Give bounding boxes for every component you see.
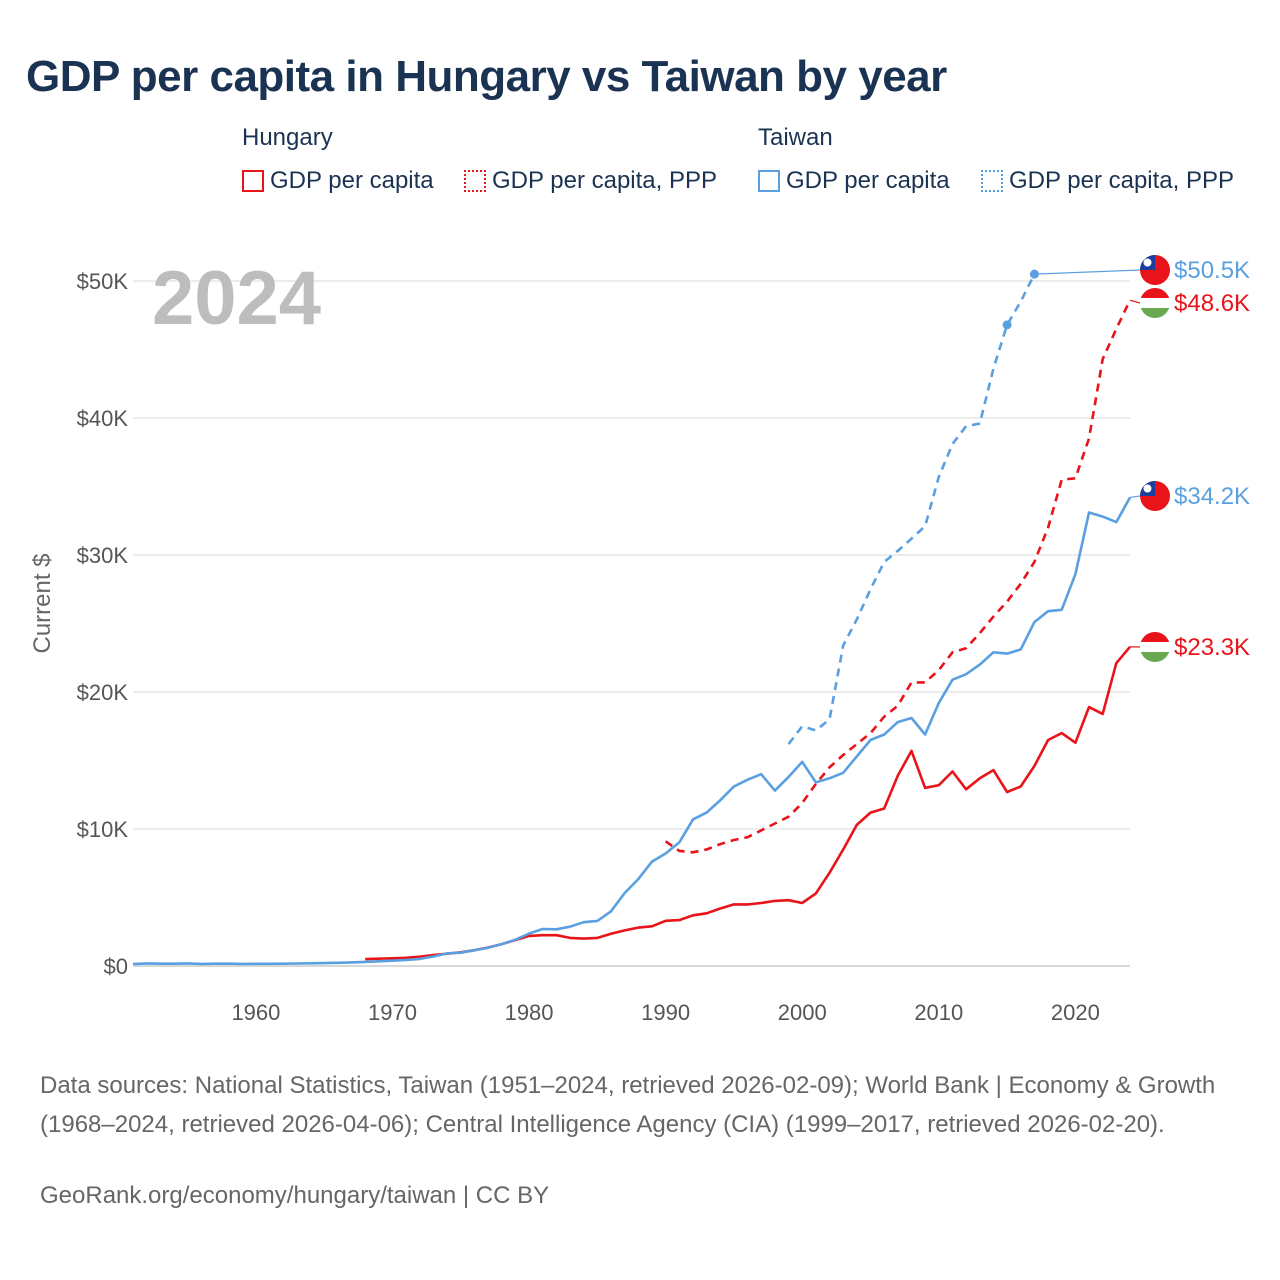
gdp-line-chart: $0 $10K $20K $30K $40K $50K 1960 1970 1980 1990 20… (29, 255, 1250, 1025)
legend-hungary-gdp[interactable]: GDP per capita (242, 167, 434, 195)
series-line-taiwan-ppp (787, 273, 1036, 745)
end-label-taiwan-solid: $34.2K (1174, 483, 1250, 510)
y-tick-label: $20K (77, 680, 129, 705)
end-label-connector (1129, 495, 1141, 499)
chart-title: GDP per capita in Hungary vs Taiwan by y… (26, 52, 947, 101)
year-label: 2024 (152, 256, 321, 341)
hungary-flag-icon (1140, 288, 1170, 318)
legend-taiwan-title: Taiwan (758, 124, 833, 151)
source-link[interactable]: GeoRank.org/economy/hungary/taiwan | CC … (40, 1182, 550, 1209)
taiwan-flag-icon (1140, 481, 1170, 511)
dotted-blue-swatch (981, 170, 1003, 192)
x-tick-label: 2020 (1051, 1000, 1100, 1025)
x-tick-label: 1960 (231, 1000, 280, 1025)
flag-red-band (1140, 288, 1170, 298)
flag-green-band (1140, 308, 1170, 318)
end-label-connector (1129, 299, 1141, 304)
flag-body (1140, 481, 1170, 511)
x-tick-label: 2010 (914, 1000, 963, 1025)
end-label-taiwan-dashed: $50.5K (1174, 257, 1250, 284)
flag-body (1140, 288, 1170, 318)
y-tick-label: $30K (77, 543, 129, 568)
flag-red-band (1140, 632, 1170, 642)
y-tick-label: $40K (77, 406, 129, 431)
legend-hungary-gdp-label: GDP per capita (270, 167, 434, 194)
solid-blue-swatch (758, 170, 780, 192)
legend-taiwan-ppp-label: GDP per capita, PPP (1009, 167, 1234, 194)
flag-white-band (1140, 642, 1170, 652)
legend-hungary-ppp[interactable]: GDP per capita, PPP (464, 167, 717, 195)
flag-white-sun (1143, 258, 1152, 267)
flag-white-band (1140, 298, 1170, 308)
end-label-hungary-dashed: $48.6K (1174, 290, 1250, 317)
end-label-connector (1034, 269, 1141, 275)
x-tick-label: 1970 (368, 1000, 417, 1025)
data-point-marker (1002, 320, 1012, 330)
hungary-flag-icon (1140, 632, 1170, 662)
series-line-hungary-gdp (365, 645, 1131, 961)
series-line-hungary-ppp (664, 299, 1132, 854)
dotted-red-swatch (464, 170, 486, 192)
data-sources: Data sources: National Statistics, Taiwa… (40, 1072, 1216, 1138)
legend-taiwan-gdp-label: GDP per capita (786, 167, 950, 194)
y-tick-label: $0 (104, 954, 128, 979)
taiwan-flag-icon (1140, 255, 1170, 285)
flag-body (1140, 632, 1170, 662)
x-tick-label: 2000 (778, 1000, 827, 1025)
flag-white-sun (1143, 484, 1152, 493)
y-tick-label: $10K (77, 817, 129, 842)
y-tick-label: $50K (77, 269, 129, 294)
series-line-taiwan-gdp (132, 496, 1132, 966)
legend-hungary-ppp-label: GDP per capita, PPP (492, 167, 717, 194)
y-axis-title: Current $ (29, 553, 56, 653)
end-label-hungary-solid: $23.3K (1174, 634, 1250, 661)
flag-green-band (1140, 652, 1170, 662)
solid-red-swatch (242, 170, 264, 192)
legend-hungary-title: Hungary (242, 124, 333, 151)
x-tick-label: 1990 (641, 1000, 690, 1025)
legend-taiwan-gdp[interactable]: GDP per capita (758, 167, 950, 195)
x-tick-label: 1980 (505, 1000, 554, 1025)
legend-taiwan-ppp[interactable]: GDP per capita, PPP (981, 167, 1234, 195)
flag-body (1140, 255, 1170, 285)
